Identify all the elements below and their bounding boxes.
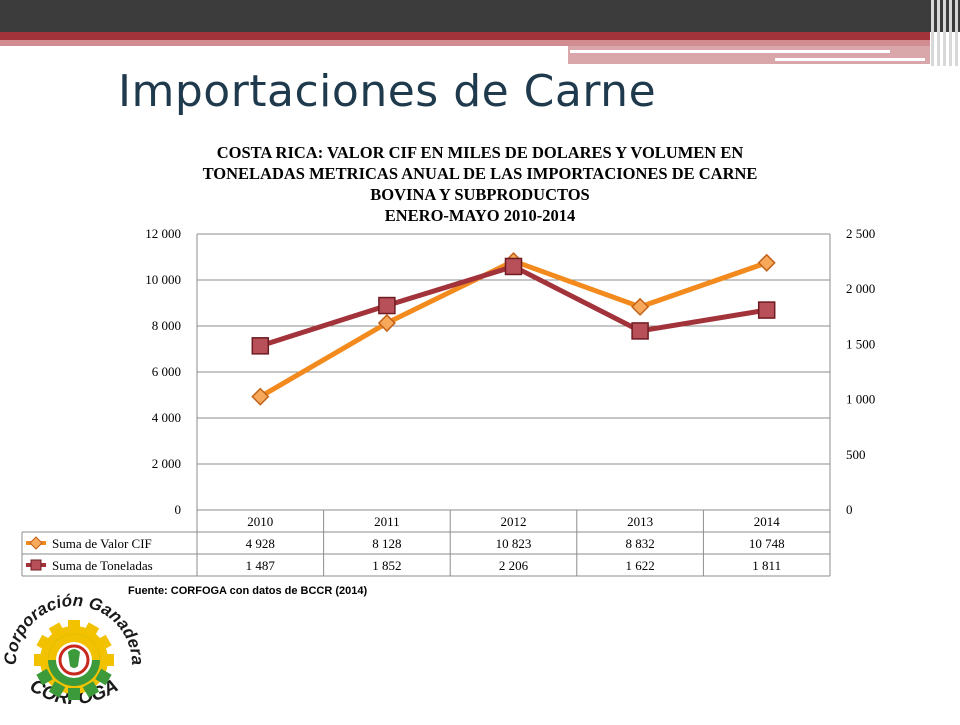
header-stripe-line [570, 50, 890, 53]
header-stripe-line [775, 58, 925, 61]
series-line [259, 258, 768, 399]
gear-tooth [95, 634, 112, 652]
y-right-tick-label: 500 [846, 447, 866, 462]
table-cell: 1 811 [752, 558, 781, 573]
data-point [757, 301, 776, 319]
chart-title-line: BOVINA Y SUBPRODUCTOS [370, 185, 590, 204]
y-right-tick-label: 0 [846, 502, 853, 517]
legend-label: Suma de Valor CIF [52, 536, 152, 551]
table-cell: 10 748 [749, 536, 785, 551]
data-point [378, 296, 396, 315]
table-cell: 4 928 [246, 536, 275, 551]
gear-tooth [68, 620, 80, 632]
header-bar [937, 0, 940, 66]
data-point [251, 387, 270, 406]
y-left-tick-label: 6 000 [152, 364, 181, 379]
gear-tooth [48, 681, 66, 698]
data-point [631, 322, 649, 340]
y-left-tick-label: 0 [175, 502, 182, 517]
table-cell: 1 622 [625, 558, 654, 573]
chart-subtitle: ENERO-MAYO 2010-2014 [384, 206, 576, 225]
header-stripe-light [0, 40, 930, 46]
legend-marker [30, 559, 42, 571]
legend-label: Suma de Toneladas [52, 558, 153, 573]
y-left-tick-label: 2 000 [152, 456, 181, 471]
y-right-tick-label: 1 500 [846, 336, 875, 351]
header-bar [943, 0, 946, 66]
y-left-tick-label: 8 000 [152, 318, 181, 333]
corfoga-logo: Corporación Ganadera CORFOGA [0, 578, 150, 725]
chart-title-line: COSTA RICA: VALOR CIF EN MILES DE DOLARE… [216, 143, 744, 162]
table-cell: 1 487 [246, 558, 276, 573]
data-point [504, 257, 523, 276]
data-point [757, 253, 776, 272]
y-left-tick-label: 12 000 [145, 226, 181, 241]
data-point [251, 337, 270, 355]
gear-tooth [82, 681, 100, 698]
gear-tooth [48, 622, 66, 639]
table-cell: 2 206 [499, 558, 529, 573]
chart-title-line: TONELADAS METRICAS ANUAL DE LAS IMPORTAC… [202, 164, 758, 183]
gear-tooth [95, 668, 112, 686]
page-title: Importaciones de Carne [118, 66, 657, 117]
legend-marker [29, 536, 43, 550]
table-cell: 1 852 [372, 558, 401, 573]
data-point [377, 313, 396, 333]
y-left-tick-label: 10 000 [145, 272, 181, 287]
source-note: Fuente: CORFOGA con datos de BCCR (2014) [128, 585, 368, 597]
y-left-tick-label: 4 000 [152, 410, 181, 425]
table-cell: 8 832 [625, 536, 654, 551]
x-tick-label: 2014 [754, 514, 781, 529]
header-bar [949, 0, 952, 66]
x-tick-label: 2012 [501, 514, 527, 529]
x-tick-label: 2010 [247, 514, 273, 529]
table-cell: 10 823 [496, 536, 532, 551]
header-bar [955, 0, 958, 66]
y-right-tick-label: 2 000 [846, 281, 875, 296]
gear-tooth [34, 654, 46, 666]
gear-tooth [82, 622, 100, 639]
chart-title: COSTA RICA: VALOR CIF EN MILES DE DOLARE… [120, 142, 840, 226]
table-cell: 8 128 [372, 536, 401, 551]
gear-tooth [36, 668, 53, 686]
header-stripe [0, 32, 930, 40]
y-right-tick-label: 2 500 [846, 226, 875, 241]
top-bar [0, 0, 960, 32]
gear-tooth [68, 688, 80, 700]
x-tick-label: 2011 [374, 514, 400, 529]
gear-tooth [102, 654, 114, 666]
x-tick-label: 2013 [627, 514, 653, 529]
series-line [259, 263, 768, 349]
header-bar [931, 0, 934, 66]
data-point [631, 297, 650, 316]
y-right-tick-label: 1 000 [846, 392, 875, 407]
gear-tooth [36, 634, 53, 652]
